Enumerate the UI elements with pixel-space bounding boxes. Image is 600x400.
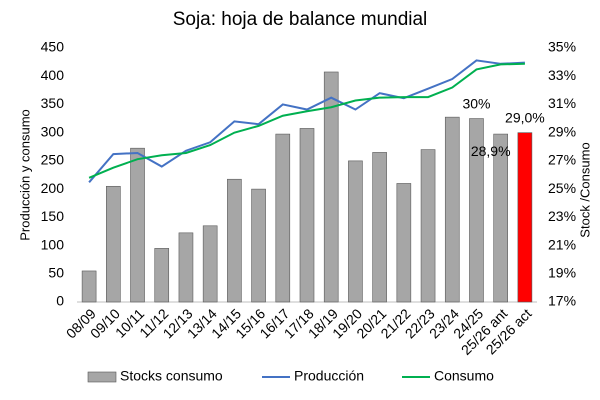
y2-tick-label: 19% xyxy=(548,264,576,280)
line xyxy=(88,62,525,179)
y2-tick-label: 27% xyxy=(548,152,576,168)
y2-tick-label: 29% xyxy=(548,123,576,139)
y2-tick-label: 33% xyxy=(548,67,576,83)
legend-swatch xyxy=(87,371,117,383)
y-tick-label: 50 xyxy=(48,264,64,280)
y-tick-label: 100 xyxy=(41,236,65,252)
line xyxy=(88,59,525,183)
data-label: 29,0% xyxy=(505,109,545,125)
y-tick-label: 0 xyxy=(56,293,64,309)
bar xyxy=(396,183,412,303)
y-tick-label: 450 xyxy=(41,39,65,55)
bar xyxy=(227,178,242,303)
chart-title: Soja: hoja de balance mundial xyxy=(173,9,428,30)
legend-label: Consumo xyxy=(434,368,494,384)
y2-tick-label: 31% xyxy=(548,95,576,111)
bar xyxy=(420,149,436,303)
bar xyxy=(517,132,533,303)
bar xyxy=(323,71,339,303)
y-tick-label: 250 xyxy=(41,152,65,168)
y2-axis-label: Stock /Consumo xyxy=(577,142,592,237)
bar xyxy=(81,270,97,303)
y-axis-label: Producción y consumo xyxy=(17,109,32,241)
y-tick-label: 350 xyxy=(41,95,65,111)
data-label: 30% xyxy=(462,95,490,111)
bar xyxy=(299,128,315,303)
y-tick-label: 200 xyxy=(41,180,65,196)
bar xyxy=(372,152,387,303)
y2-tick-label: 21% xyxy=(548,236,576,252)
y2-tick-label: 35% xyxy=(548,39,576,55)
y2-tick-label: 17% xyxy=(548,293,576,309)
bar xyxy=(275,133,291,303)
bar xyxy=(106,185,121,303)
legend-label: Stocks consumo xyxy=(120,368,223,384)
y2-tick-label: 23% xyxy=(548,208,576,224)
bar xyxy=(251,188,266,303)
y-tick-label: 400 xyxy=(41,67,65,83)
bar xyxy=(493,133,508,303)
bar xyxy=(154,248,170,303)
bar xyxy=(202,225,218,303)
y-tick-label: 150 xyxy=(41,208,65,224)
y-tick-label: 300 xyxy=(41,123,65,139)
bar xyxy=(469,118,484,303)
y2-tick-label: 25% xyxy=(548,180,576,196)
bar xyxy=(178,232,194,303)
bar xyxy=(348,160,363,303)
legend-label: Producción xyxy=(294,368,364,384)
bar xyxy=(444,116,460,303)
data-label: 28,9% xyxy=(471,143,511,159)
bar xyxy=(130,147,145,303)
